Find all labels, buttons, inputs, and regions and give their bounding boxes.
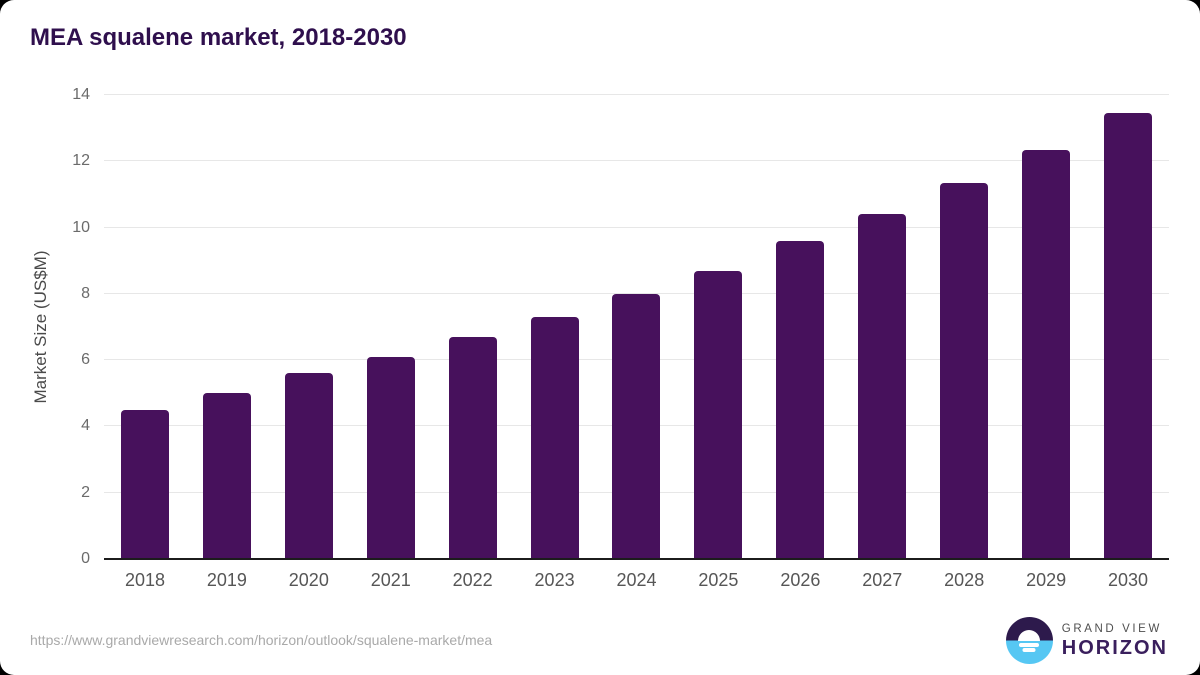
bar-2027 bbox=[858, 214, 907, 559]
y-tick-label: 0 bbox=[81, 550, 90, 567]
x-axis-tick-labels: 2018 2019 2020 2021 2022 2023 2024 2025 2026 2027… bbox=[104, 570, 1169, 591]
x-tick-label: 2019 bbox=[206, 570, 247, 590]
x-tick-label: 2020 bbox=[288, 570, 329, 590]
bar-column bbox=[841, 95, 923, 559]
sun-reflection-line bbox=[1019, 642, 1040, 647]
bar-column bbox=[1087, 95, 1169, 559]
bar-2024 bbox=[612, 293, 661, 559]
brand-logo: GRAND VIEW HORIZON bbox=[1005, 617, 1168, 664]
bar-column bbox=[759, 95, 841, 559]
bar-column bbox=[1005, 95, 1087, 559]
x-tick-label: 2024 bbox=[616, 570, 657, 590]
x-tick-label: 2026 bbox=[780, 570, 821, 590]
bar-column bbox=[514, 95, 596, 559]
bar-column bbox=[677, 95, 759, 559]
bar-2029 bbox=[1022, 149, 1071, 559]
plot-area bbox=[104, 94, 1169, 560]
bar-column bbox=[268, 95, 350, 559]
brand-logo-text: GRAND VIEW HORIZON bbox=[1062, 622, 1168, 658]
bar-2020 bbox=[284, 373, 333, 559]
source-url: https://www.grandviewresearch.com/horizo… bbox=[30, 632, 493, 648]
y-tick-label: 8 bbox=[81, 284, 90, 302]
bar-2023 bbox=[530, 317, 579, 559]
y-tick-label: 12 bbox=[72, 152, 90, 170]
x-tick-label: 2028 bbox=[944, 570, 985, 590]
x-tick-label: 2021 bbox=[370, 570, 411, 590]
bar-2030 bbox=[1104, 113, 1153, 559]
sun-icon bbox=[1018, 629, 1041, 641]
y-tick-label: 6 bbox=[81, 351, 90, 369]
bar-2028 bbox=[940, 182, 989, 559]
brand-name-grand-view: GRAND VIEW bbox=[1061, 623, 1162, 636]
x-axis-line bbox=[104, 558, 1169, 560]
gridline bbox=[104, 160, 1169, 162]
bar-column bbox=[186, 95, 268, 559]
bar-2021 bbox=[366, 356, 415, 559]
x-tick-label: 2027 bbox=[862, 570, 903, 590]
y-tick-label: 4 bbox=[81, 417, 90, 435]
gridline bbox=[104, 94, 1169, 95]
bar-column bbox=[350, 95, 432, 559]
bars-container bbox=[104, 95, 1169, 559]
x-tick-label: 2018 bbox=[124, 570, 165, 590]
bar-2025 bbox=[694, 270, 743, 559]
gridline bbox=[104, 226, 1169, 228]
brand-name-horizon: HORIZON bbox=[1061, 636, 1168, 659]
bar-column bbox=[923, 95, 1005, 559]
y-axis-tick-labels: 0 2 4 6 8 10 12 14 bbox=[0, 86, 90, 567]
x-tick-label: 2030 bbox=[1108, 570, 1149, 590]
y-tick-label: 2 bbox=[81, 483, 90, 501]
horizon-logo-icon bbox=[1005, 617, 1053, 664]
x-tick-label: 2022 bbox=[452, 570, 493, 590]
bar-column bbox=[104, 95, 186, 559]
bar-2026 bbox=[776, 240, 825, 559]
sun-reflection-line bbox=[1022, 648, 1036, 653]
y-tick-label: 10 bbox=[72, 218, 90, 236]
gridline bbox=[104, 292, 1169, 294]
x-tick-label: 2023 bbox=[534, 570, 575, 590]
bar-column bbox=[432, 95, 514, 559]
bar-2019 bbox=[202, 393, 251, 559]
bar-2018 bbox=[120, 409, 169, 559]
x-tick-label: 2025 bbox=[698, 570, 739, 590]
y-tick-label: 14 bbox=[72, 86, 90, 103]
bar-column bbox=[596, 95, 678, 559]
chart-title: MEA squalene market, 2018-2030 bbox=[30, 24, 407, 51]
x-tick-label: 2029 bbox=[1026, 570, 1067, 590]
bar-2022 bbox=[448, 336, 497, 559]
